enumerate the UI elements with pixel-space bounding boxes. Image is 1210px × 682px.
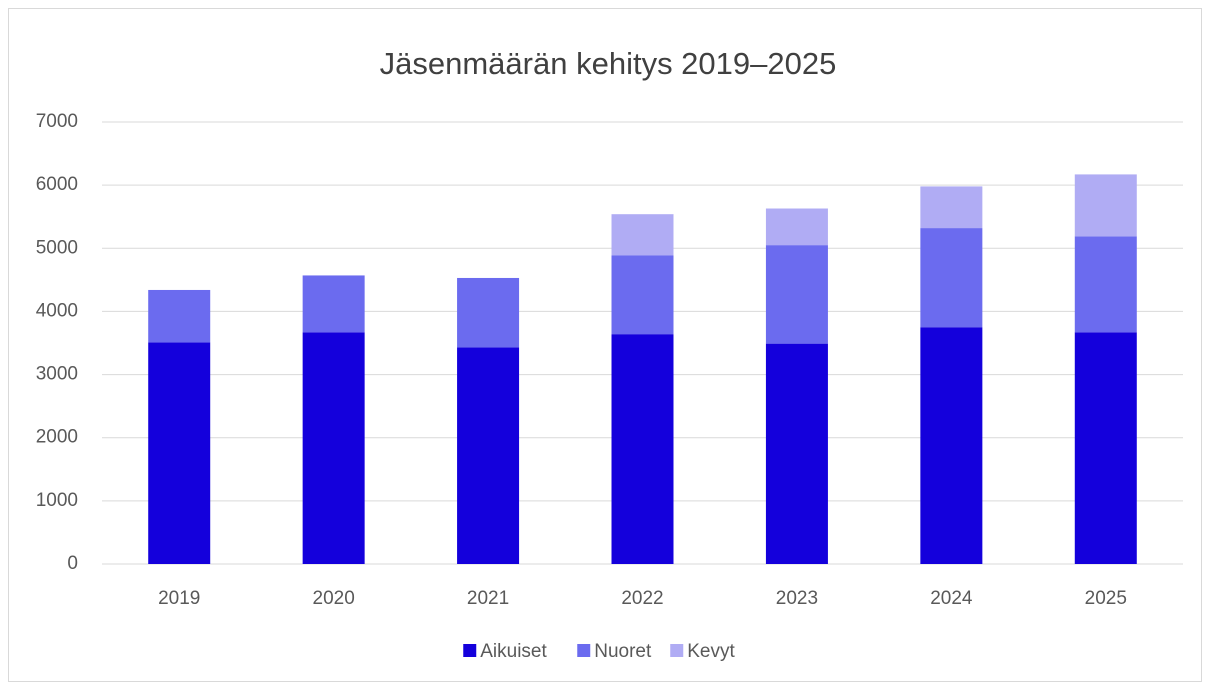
bar-segment: [920, 228, 983, 328]
bar-segment: [765, 343, 828, 564]
x-tick-label: 2020: [313, 588, 355, 609]
y-tick-label: 2000: [36, 427, 78, 448]
bar-segment: [302, 275, 365, 333]
bar-segment: [457, 277, 520, 348]
legend-label: Nuoret: [594, 641, 652, 662]
bar-segment: [611, 214, 674, 256]
x-tick-label: 2019: [158, 588, 200, 609]
x-tick-label: 2023: [776, 588, 818, 609]
bar-segment: [1074, 174, 1137, 237]
legend-swatch: [670, 644, 684, 657]
y-tick-label: 5000: [36, 237, 78, 258]
bar-segment: [457, 347, 520, 564]
x-tick-label: 2022: [621, 588, 663, 609]
bar-segment: [920, 327, 983, 564]
x-tick-label: 2025: [1085, 588, 1127, 609]
bar-segment: [920, 186, 983, 229]
legend-label: Aikuiset: [480, 641, 547, 662]
y-tick-label: 4000: [36, 300, 78, 321]
bar-segment: [1074, 332, 1137, 564]
y-tick-label: 3000: [36, 364, 78, 385]
bar-segment: [148, 289, 211, 343]
bar-segment: [148, 342, 211, 564]
y-tick-label: 7000: [36, 111, 78, 132]
chart-title: Jäsenmäärän kehitys 2019–2025: [380, 46, 837, 81]
bar-segment: [611, 334, 674, 564]
legend-swatch: [577, 644, 591, 657]
bar-segment: [1074, 236, 1137, 333]
bar-segment: [765, 208, 828, 246]
bar-segment: [765, 245, 828, 344]
legend-swatch: [463, 644, 477, 657]
x-tick-label: 2024: [930, 588, 973, 609]
y-tick-label: 1000: [36, 490, 78, 511]
y-tick-label: 6000: [36, 174, 78, 195]
bar-segment: [611, 255, 674, 335]
legend-label: Kevyt: [687, 641, 735, 662]
x-tick-label: 2021: [467, 588, 509, 609]
bar-segment: [302, 332, 365, 564]
y-tick-label: 0: [67, 553, 78, 574]
